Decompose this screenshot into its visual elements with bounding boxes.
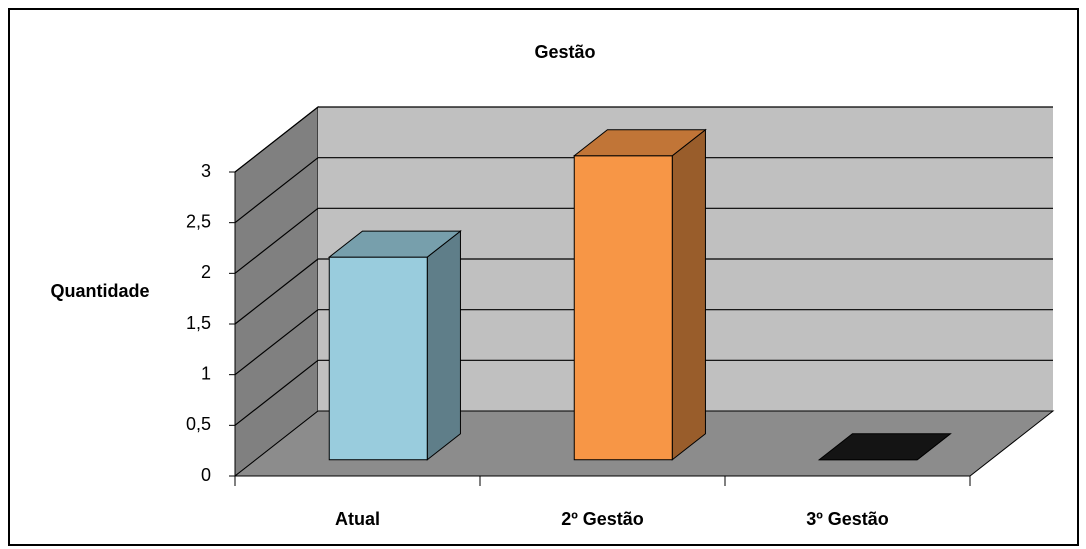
chart-title: Gestão bbox=[534, 42, 595, 62]
y-axis-label: Quantidade bbox=[50, 281, 149, 301]
bar bbox=[572, 128, 707, 461]
x-tick-label: 2º Gestão bbox=[561, 509, 644, 529]
grid-line bbox=[234, 157, 1053, 224]
grid-line bbox=[234, 258, 1053, 325]
y-tick-label: 1 bbox=[201, 363, 211, 383]
y-tick-label: 2 bbox=[201, 262, 211, 282]
bar-front bbox=[573, 155, 673, 461]
bar-side bbox=[671, 128, 706, 461]
bar bbox=[327, 230, 462, 461]
y-tick-label: 0 bbox=[201, 465, 211, 485]
grid-line bbox=[234, 309, 1053, 376]
grid-line bbox=[234, 207, 1053, 274]
y-tick-label: 0,5 bbox=[186, 414, 211, 434]
bar-front bbox=[328, 256, 428, 461]
y-tick-label: 2,5 bbox=[186, 211, 211, 231]
y-tick-label: 3 bbox=[201, 161, 211, 181]
bar-side bbox=[426, 230, 461, 461]
grid-line bbox=[234, 359, 1053, 426]
bar-top bbox=[817, 433, 952, 461]
x-tick-label: Atual bbox=[335, 509, 380, 529]
grid-line bbox=[234, 106, 1053, 173]
bar bbox=[817, 433, 952, 461]
y-tick-label: 1,5 bbox=[186, 313, 211, 333]
x-tick-label: 3º Gestão bbox=[806, 509, 889, 529]
bar-top bbox=[572, 129, 707, 157]
bar-top bbox=[327, 230, 462, 258]
